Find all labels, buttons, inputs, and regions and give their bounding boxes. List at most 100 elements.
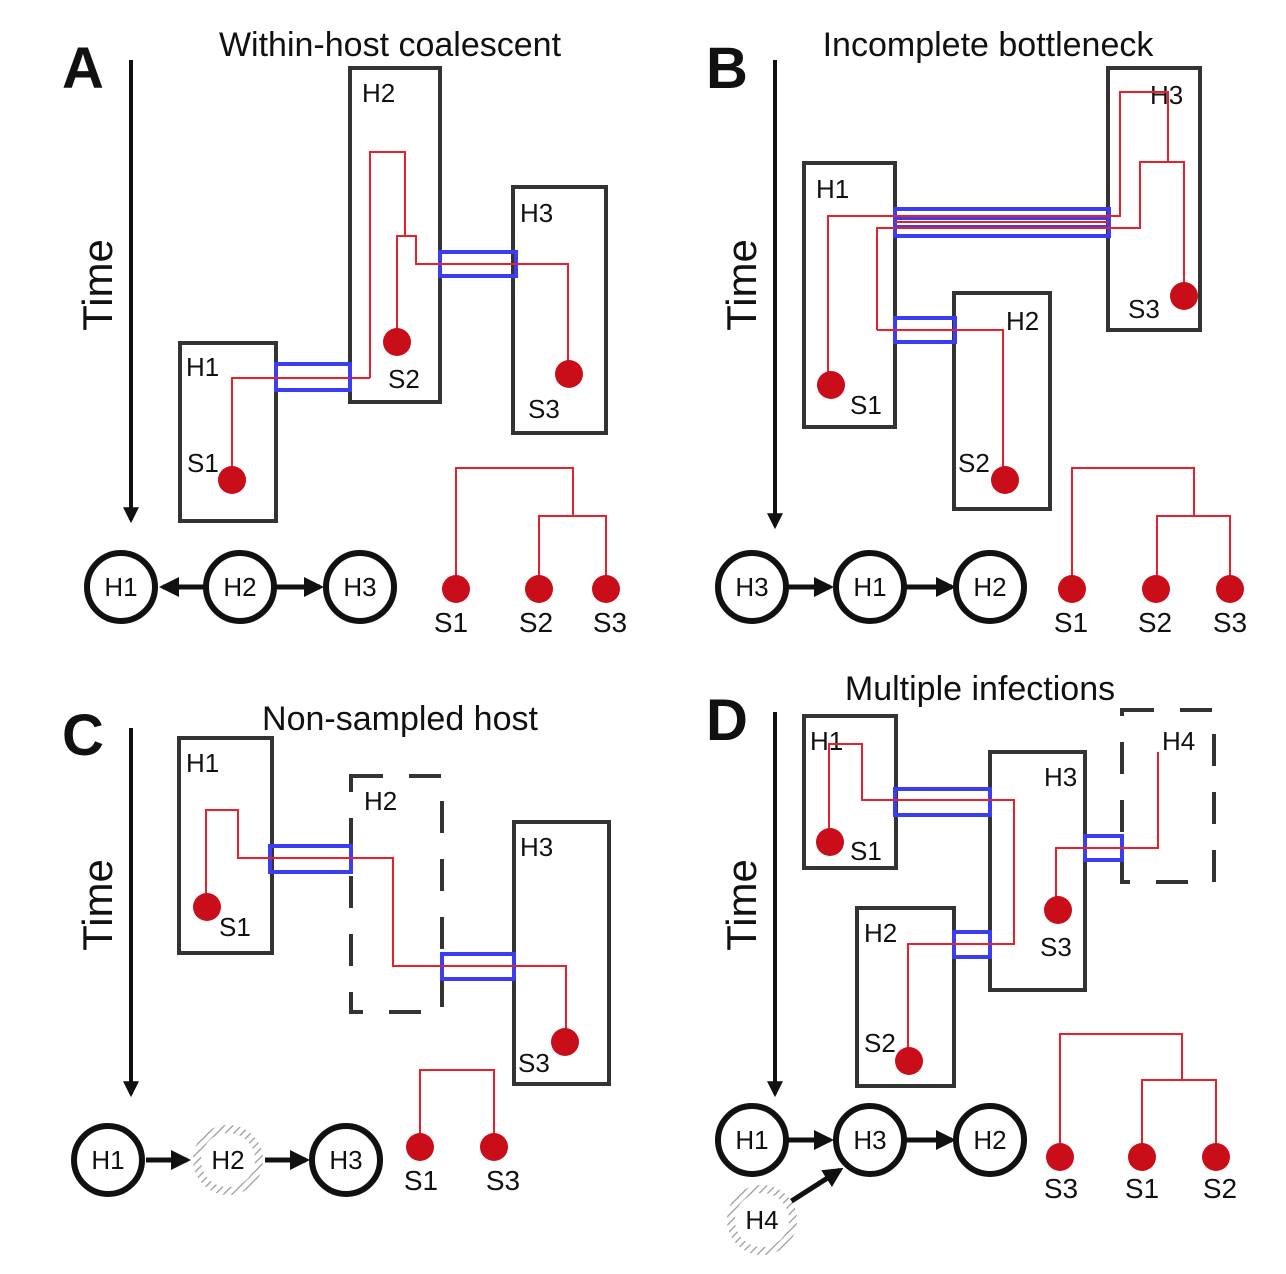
network-node-h3 — [309, 1123, 383, 1197]
network-node-h1 — [833, 550, 907, 624]
tree-leaf — [406, 1133, 434, 1161]
host-label-h1: H1 — [816, 174, 849, 204]
network-node-h3 — [323, 550, 397, 624]
panel-c: C Non-sampled host Time H1 H2 H3 S1 S3 H… — [62, 700, 611, 1197]
tree-leaf — [1128, 1143, 1156, 1171]
network-node-h2 — [953, 550, 1027, 624]
lineage-path — [396, 235, 569, 372]
node-label: H3 — [329, 1145, 362, 1175]
sample-label-s3: S3 — [518, 1048, 550, 1078]
node-label: H2 — [211, 1145, 244, 1175]
host-label-h2: H2 — [864, 918, 897, 948]
host-label-h3: H3 — [520, 832, 553, 862]
network-node-h2 — [953, 1103, 1027, 1177]
sample-label-s1: S1 — [219, 912, 251, 942]
transmission-network: H1 H2 H3 — [84, 550, 397, 624]
panel-letter: D — [706, 688, 748, 753]
tree-leaf — [525, 575, 553, 603]
network-node-h1 — [84, 550, 158, 624]
sample-point — [1170, 282, 1198, 310]
node-label: H3 — [853, 1125, 886, 1155]
transmission-network: H3 H1 H2 — [715, 550, 1027, 624]
sample-point — [193, 893, 221, 921]
host-label-h2: H2 — [362, 78, 395, 108]
host-label-h3: H3 — [1150, 80, 1183, 110]
tree-leaf-label: S1 — [434, 607, 468, 638]
time-axis: Time — [74, 60, 139, 524]
phylogenetic-tree: S3 S1 S2 — [1044, 1033, 1237, 1204]
node-label: H3 — [735, 572, 768, 602]
host-box-h3 — [1106, 66, 1202, 332]
host-label-h3: H3 — [520, 198, 553, 228]
host-box-h2 — [348, 66, 442, 404]
host-label-h1: H1 — [810, 726, 843, 756]
tree-leaf-label: S2 — [1138, 607, 1172, 638]
tree-leaf — [442, 575, 470, 603]
sample-label-s2: S2 — [388, 364, 420, 394]
transmission-network: H1 H3 H2 H4 — [715, 1103, 1027, 1255]
tree-leaf — [592, 575, 620, 603]
panel-title: Within-host coalescent — [219, 26, 562, 64]
sample-point — [218, 466, 246, 494]
tree-leaf — [1058, 575, 1086, 603]
host-label-h4: H4 — [1162, 726, 1195, 756]
host-box-h2 — [952, 291, 1052, 511]
transmission-event — [893, 787, 992, 817]
node-label: H2 — [223, 572, 256, 602]
sample-label-s3: S3 — [528, 394, 560, 424]
tree-leaf — [480, 1133, 508, 1161]
node-label: H1 — [91, 1145, 124, 1175]
time-axis: Time — [718, 60, 783, 530]
sample-point — [991, 466, 1019, 494]
sample-label-s3: S3 — [1128, 294, 1160, 324]
tree-leaf-label: S3 — [486, 1165, 520, 1196]
host-box-h1 — [178, 341, 278, 523]
network-node-h4-unsampled — [727, 1185, 797, 1255]
sample-point — [555, 360, 583, 388]
tree-leaf — [1216, 575, 1244, 603]
network-node-h1 — [715, 1103, 789, 1177]
phylogenetic-tree: S1 S2 S3 — [434, 467, 627, 638]
sample-point — [895, 1047, 923, 1075]
sample-label-s1: S1 — [850, 836, 882, 866]
tree-leaf — [1046, 1143, 1074, 1171]
host-box-h2 — [855, 906, 956, 1088]
lineage-path — [827, 91, 1169, 384]
node-label: H4 — [745, 1205, 778, 1235]
panel-title: Multiple infections — [845, 670, 1115, 708]
sample-point — [383, 328, 411, 356]
sample-point — [817, 371, 845, 399]
panel-a: A Within-host coalescent Time H1 H2 H3 S… — [62, 26, 627, 638]
host-label-h3: H3 — [1044, 762, 1077, 792]
phylogenetic-tree: S1 S2 S3 — [1054, 467, 1247, 638]
host-box-h1 — [802, 161, 897, 429]
tree-leaf-label: S1 — [1054, 607, 1088, 638]
node-label: H1 — [853, 572, 886, 602]
sample-label-s2: S2 — [864, 1028, 896, 1058]
panel-letter: C — [62, 703, 104, 768]
network-node-h2-unsampled — [193, 1125, 263, 1195]
panel-letter: A — [62, 36, 104, 101]
tree-leaf — [1202, 1143, 1230, 1171]
node-label: H1 — [104, 572, 137, 602]
host-box-h3 — [988, 750, 1087, 992]
network-node-h3 — [715, 550, 789, 624]
host-label-h2: H2 — [364, 786, 397, 816]
time-label: Time — [74, 859, 121, 951]
lineage-path — [828, 743, 1015, 1058]
lineage-path — [1055, 752, 1159, 906]
tree-leaf-label: S1 — [1125, 1173, 1159, 1204]
time-label: Time — [74, 239, 121, 331]
node-label: H2 — [973, 1125, 1006, 1155]
host-label-h2: H2 — [1006, 306, 1039, 336]
panel-b: B Incomplete bottleneck Time H1 H2 H3 S1… — [706, 26, 1247, 638]
tree-leaf — [1142, 575, 1170, 603]
sample-label-s1: S1 — [187, 448, 219, 478]
time-axis: Time — [74, 728, 139, 1098]
node-label: H2 — [973, 572, 1006, 602]
network-node-h2 — [203, 550, 277, 624]
sample-point — [816, 828, 844, 856]
lineage-path — [231, 151, 406, 480]
tree-leaf-label: S3 — [1044, 1173, 1078, 1204]
time-label: Time — [718, 859, 765, 951]
